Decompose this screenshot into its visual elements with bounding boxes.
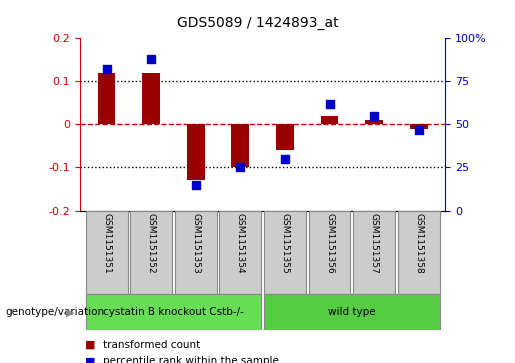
Text: GSM1151354: GSM1151354 — [236, 213, 245, 274]
Bar — [142, 73, 160, 124]
Text: ■: ■ — [85, 356, 95, 363]
Bar — [264, 294, 440, 330]
Bar — [85, 211, 128, 294]
Bar — [365, 120, 383, 124]
Bar — [276, 124, 294, 150]
Point — [415, 127, 423, 132]
Point — [147, 56, 156, 62]
Bar — [130, 211, 172, 294]
Text: cystatin B knockout Cstb-/-: cystatin B knockout Cstb-/- — [103, 307, 244, 317]
Text: GSM1151357: GSM1151357 — [370, 213, 379, 274]
Text: GSM1151355: GSM1151355 — [281, 213, 289, 274]
Point — [236, 164, 245, 170]
Text: percentile rank within the sample: percentile rank within the sample — [103, 356, 279, 363]
Point — [370, 113, 378, 119]
Bar — [410, 124, 427, 129]
Text: GSM1151358: GSM1151358 — [414, 213, 423, 274]
Point — [281, 156, 289, 162]
Text: GSM1151351: GSM1151351 — [102, 213, 111, 274]
Bar — [308, 211, 351, 294]
Bar — [264, 211, 306, 294]
Text: ■: ■ — [85, 340, 95, 350]
Bar — [398, 211, 440, 294]
Text: GDS5089 / 1424893_at: GDS5089 / 1424893_at — [177, 16, 338, 30]
Bar — [85, 294, 261, 330]
Bar — [321, 116, 338, 124]
Bar — [353, 211, 395, 294]
Bar — [219, 211, 261, 294]
Text: wild type: wild type — [328, 307, 375, 317]
Text: GSM1151352: GSM1151352 — [147, 213, 156, 274]
Point — [325, 101, 334, 107]
Point — [102, 66, 111, 72]
Text: GSM1151356: GSM1151356 — [325, 213, 334, 274]
Text: ▶: ▶ — [66, 307, 75, 317]
Bar — [98, 73, 115, 124]
Bar — [231, 124, 249, 167]
Text: genotype/variation: genotype/variation — [5, 307, 104, 317]
Bar — [187, 124, 204, 180]
Bar — [175, 211, 217, 294]
Point — [192, 182, 200, 188]
Text: GSM1151353: GSM1151353 — [191, 213, 200, 274]
Text: transformed count: transformed count — [103, 340, 200, 350]
